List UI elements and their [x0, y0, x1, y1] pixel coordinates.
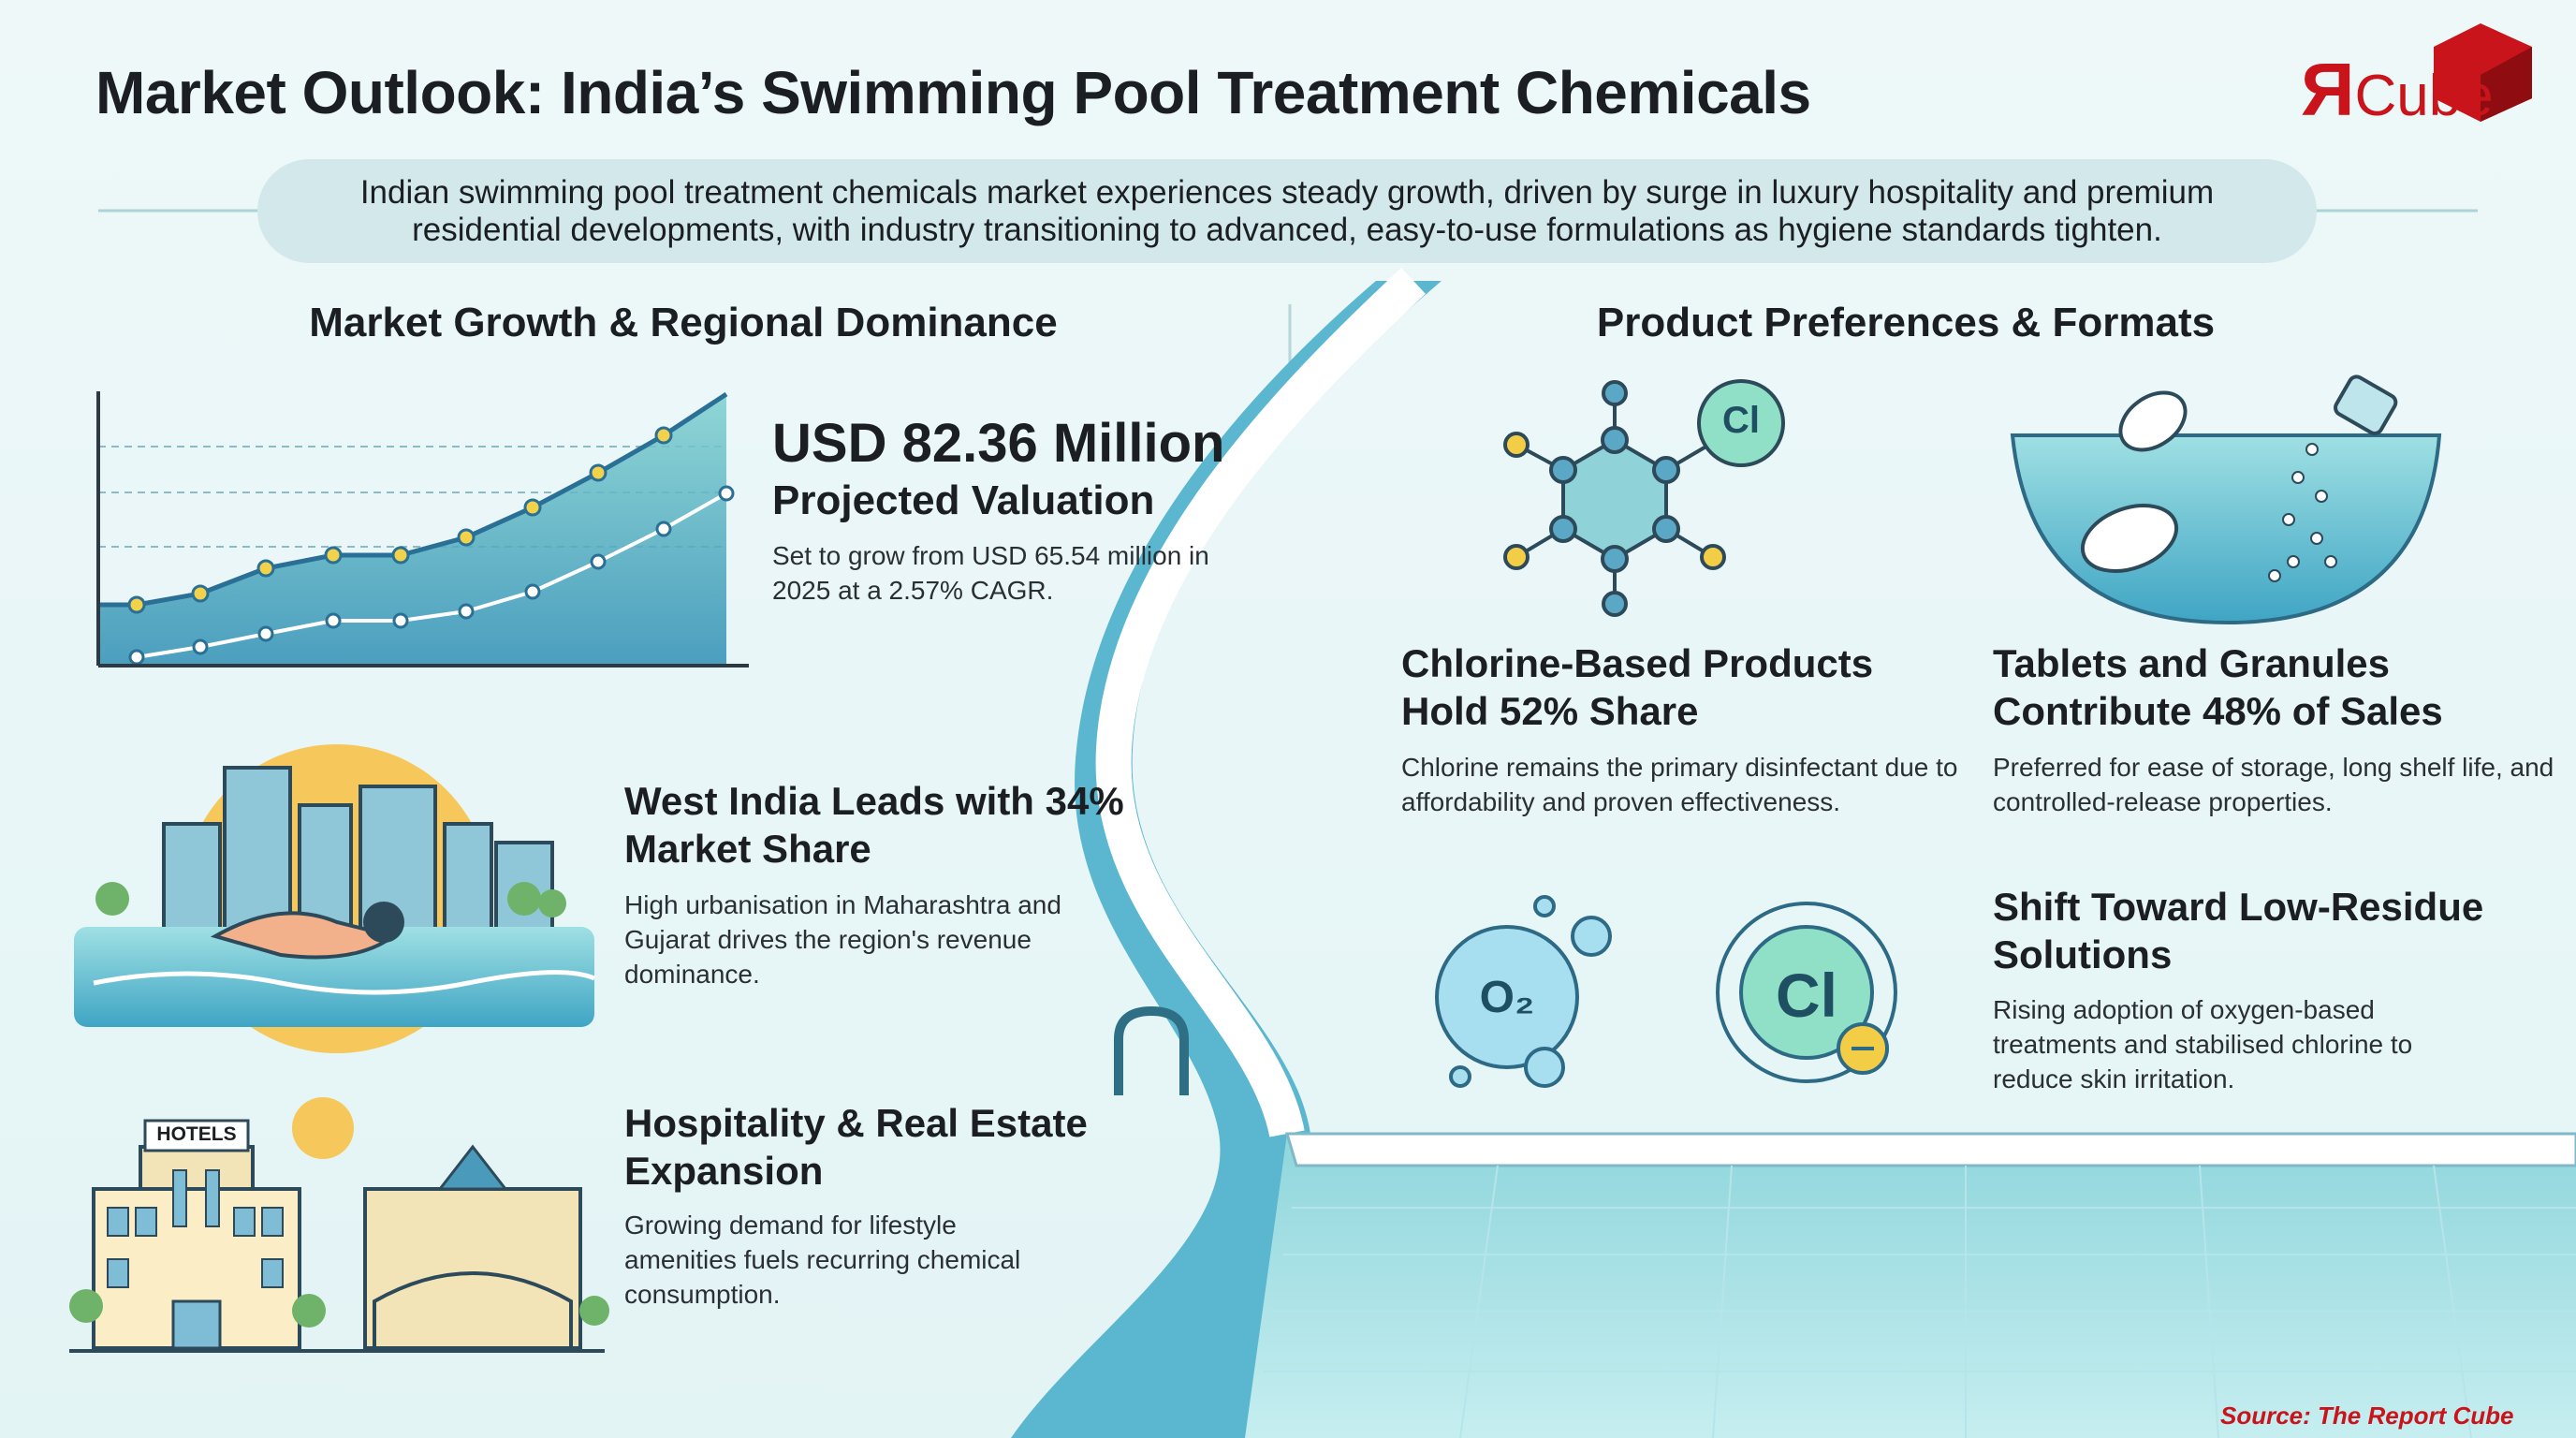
chlorine-symbol: Cl — [1776, 961, 1837, 1030]
logo-mark: Я — [2301, 48, 2355, 131]
source: Source: The Report Cube — [2220, 1401, 2514, 1430]
logo: ЯCube — [2301, 47, 2494, 133]
wave — [1011, 281, 1442, 1438]
chlorine-symbol: Cl — [1722, 400, 1760, 441]
item-body: High urbanisation in Maharashtra and Guj… — [624, 890, 1061, 989]
tablets-illustration — [2010, 374, 2442, 625]
valuation-title: USD 82.36 Million — [772, 413, 1225, 474]
logo-text: Cube — [2354, 64, 2494, 128]
logo-cube — [2434, 23, 2532, 122]
valuation-body: Set to grow from USD 65.54 million in 20… — [772, 541, 1209, 605]
hotels-illustration — [69, 1097, 609, 1353]
item-title: Shift Toward Low-Residue Solutions — [1993, 885, 2484, 976]
pool — [1245, 1134, 2576, 1438]
item-body: Growing demand for lifestyle amenities f… — [624, 1211, 1021, 1309]
city-illustration — [74, 744, 595, 1053]
wave-edge — [1095, 268, 1426, 1138]
item-title: Tablets and Granules Contribute 48% of S… — [1993, 641, 2443, 733]
oxygen-symbol: O₂ — [1479, 973, 1535, 1022]
valuation-subtitle: Projected Valuation — [772, 477, 1155, 523]
molecule-illustration — [1503, 379, 1785, 617]
pool-tiles — [1264, 1165, 2576, 1438]
pool-edge — [1284, 1132, 2576, 1167]
item-title: Hospitality & Real Estate Expansion — [624, 1101, 1088, 1193]
item-body: Preferred for ease of storage, long shel… — [1993, 753, 2554, 816]
title: Market Outlook: India’s Swimming Pool Tr… — [95, 59, 1811, 126]
item-body: Rising adoption of oxygen-based treatmen… — [1993, 995, 2413, 1093]
section-heading: Product Preferences & Formats — [1596, 300, 2216, 345]
residue-illustration — [1435, 895, 1897, 1088]
hotel-sign: HOTELS — [156, 1123, 237, 1145]
item-body: Chlorine remains the primary disinfectan… — [1401, 753, 1958, 816]
section-heading: Market Growth & Regional Dominance — [309, 300, 1058, 345]
summary: Indian swimming pool treatment chemicals… — [257, 159, 2317, 263]
growth-illustration — [96, 391, 749, 668]
pool-ladder — [1114, 1005, 1189, 1095]
item-title: West India Leads with 34% Market Share — [624, 779, 1124, 871]
item-title: Chlorine-Based Products Hold 52% Share — [1401, 641, 1874, 733]
